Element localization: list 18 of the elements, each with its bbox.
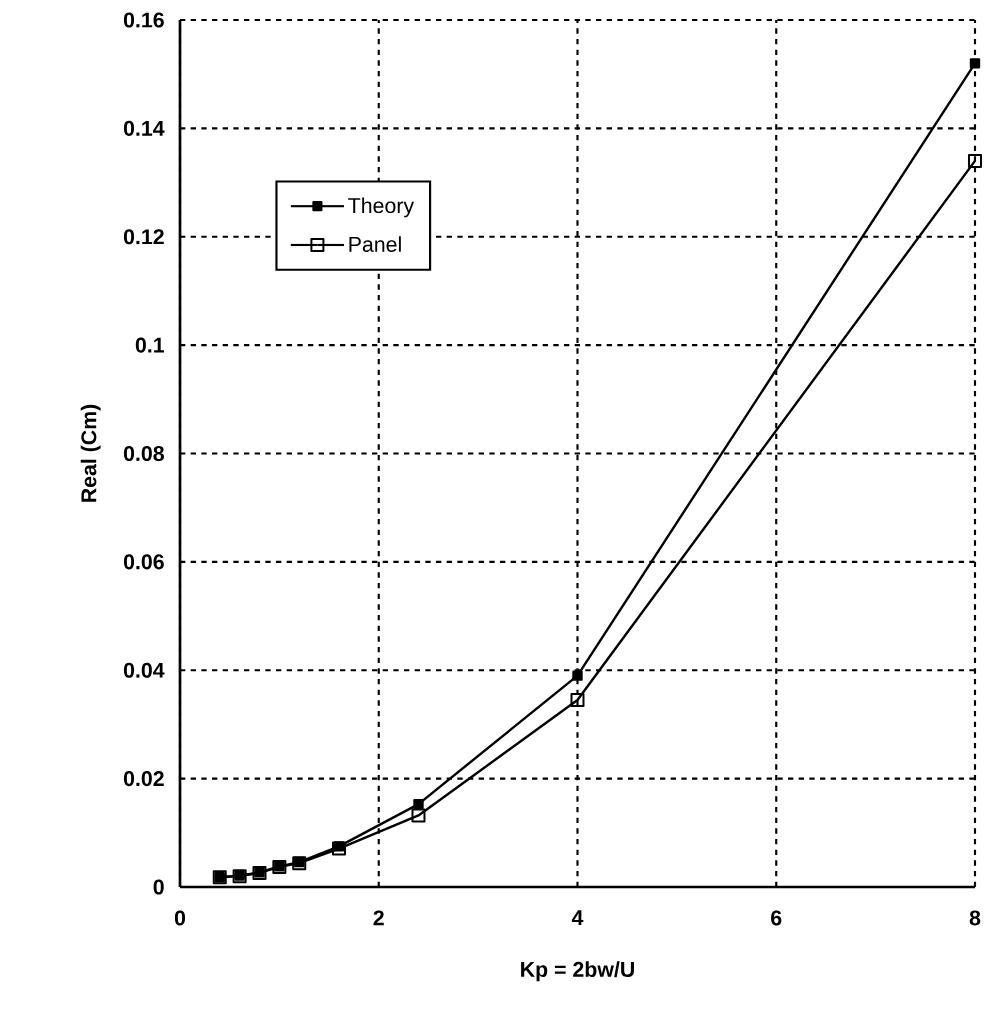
x-tick-label: 0 — [174, 910, 186, 926]
legend-label: Theory — [348, 197, 415, 218]
y-tick-label: 0.02 — [123, 771, 164, 787]
x-tick-label: 4 — [571, 910, 584, 926]
y-tick-label: 0.12 — [123, 229, 164, 245]
y-tick-label: 0.06 — [123, 554, 164, 570]
y-axis-title: Real (Cm) — [80, 404, 101, 502]
y-tick-label: 0.1 — [135, 337, 165, 353]
x-tick-label: 8 — [969, 910, 981, 926]
legend-label: Panel — [349, 236, 401, 252]
x-tick-label: 6 — [771, 910, 782, 926]
x-axis-title: Kp = 2bw/U — [521, 961, 634, 982]
y-tick-label: 0.16 — [123, 12, 164, 28]
y-tick-label: 0.14 — [123, 120, 165, 136]
y-tick-label: 0 — [153, 879, 164, 895]
y-tick-label: 0.04 — [123, 662, 165, 678]
x-tick-label: 2 — [373, 910, 384, 926]
y-tick-label: 0.08 — [123, 445, 164, 462]
